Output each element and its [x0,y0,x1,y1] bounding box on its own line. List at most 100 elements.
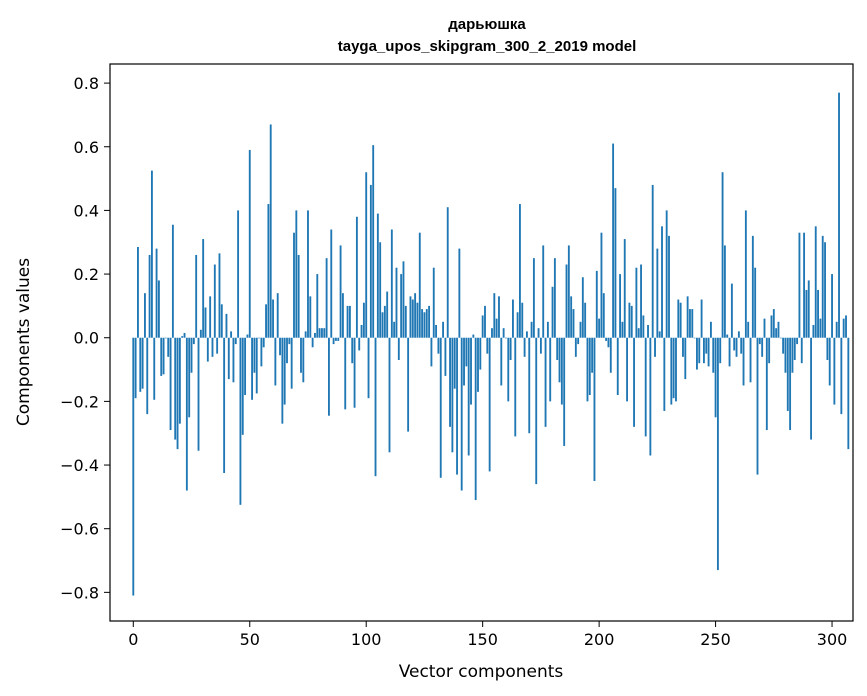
bar-156 [495,318,498,338]
bar-157 [498,296,500,338]
bar-223 [651,184,654,338]
bar-37 [218,253,221,338]
bar-209 [619,274,622,338]
y-tick-label: 0.2 [74,265,99,284]
bar-116 [402,261,405,338]
bar-8 [150,170,153,338]
bar-173 [535,337,538,485]
bar-217 [637,328,640,338]
bar-212 [626,337,628,402]
bar-80 [318,328,321,338]
bar-17 [171,224,174,338]
bar-178 [546,321,549,338]
bar-158 [500,337,503,386]
bar-256 [728,337,731,367]
bar-75 [307,210,309,338]
y-axis: −0.8 −0.6 −0.4 −0.2 0.0 0.2 0.4 0.6 0.8 [60,74,110,602]
bar-215 [633,337,635,427]
bar-74 [304,331,307,338]
bar-102 [369,184,372,338]
bar-293 [814,226,817,338]
bar-0 [132,337,135,596]
bar-214 [630,305,633,338]
bar-239 [689,309,691,338]
bar-268 [756,337,759,475]
bar-290 [807,280,810,338]
bar-67 [288,337,291,345]
bar-250 [714,337,717,418]
bar-32 [206,337,209,362]
bar-65 [283,337,286,405]
bar-200 [598,318,601,338]
bar-141 [460,337,463,491]
bar-244 [700,299,703,338]
bar-257 [730,283,733,338]
bar-71 [297,254,300,338]
bar-262 [742,337,745,386]
x-axis-label: Vector components [399,662,564,682]
bar-20 [178,337,181,424]
bar-211 [623,239,626,338]
bar-181 [553,258,556,338]
y-tick-label: 0.8 [74,74,99,93]
bar-218 [640,264,642,338]
bar-47 [241,337,244,435]
bar-55 [260,337,263,367]
bar-23 [185,337,188,491]
bar-123 [418,232,421,338]
bar-29 [199,329,202,338]
bar-190 [574,337,577,357]
bar-305 [842,318,845,338]
bar-126 [425,309,428,338]
bar-120 [411,299,414,338]
bar-289 [805,289,808,338]
x-tick-label: 300 [817,630,848,649]
bar-147 [474,337,477,501]
bar-264 [747,321,750,338]
bar-100 [365,172,368,338]
bar-31 [204,307,207,338]
bar-234 [677,299,680,338]
bar-63 [279,337,281,356]
y-tick-label: 0.6 [74,138,99,157]
bar-182 [556,337,559,361]
bar-159 [502,328,505,338]
bar-111 [390,229,393,338]
bar-99 [362,302,365,338]
bar-36 [216,337,219,354]
y-tick-label: 0.0 [74,329,99,348]
bar-203 [605,337,608,341]
bar-235 [679,302,682,338]
bar-129 [432,267,435,338]
bar-231 [670,337,673,405]
bar-68 [290,337,293,389]
bar-103 [372,145,375,338]
bar-95 [353,337,356,408]
bar-303 [838,92,840,338]
bar-161 [507,337,510,402]
y-tick-label: −0.2 [60,392,99,411]
bar-167 [521,302,524,338]
bar-16 [169,337,172,431]
bar-72 [300,337,302,373]
y-tick-label: 0.4 [74,201,99,220]
bar-221 [647,324,649,338]
bar-124 [421,309,424,338]
bar-132 [439,337,442,478]
bar-109 [386,291,389,338]
bar-153 [488,337,491,472]
bar-202 [602,293,605,338]
bar-279 [782,337,785,354]
bar-241 [693,337,696,339]
bar-267 [754,267,757,338]
x-tick-label: 250 [700,630,731,649]
bar-266 [751,235,754,338]
bar-263 [744,210,747,338]
bar-300 [831,274,833,338]
bar-240 [691,309,694,338]
bar-115 [400,274,403,338]
bar-191 [577,337,580,345]
bar-160 [505,337,507,339]
bar-122 [416,302,419,338]
